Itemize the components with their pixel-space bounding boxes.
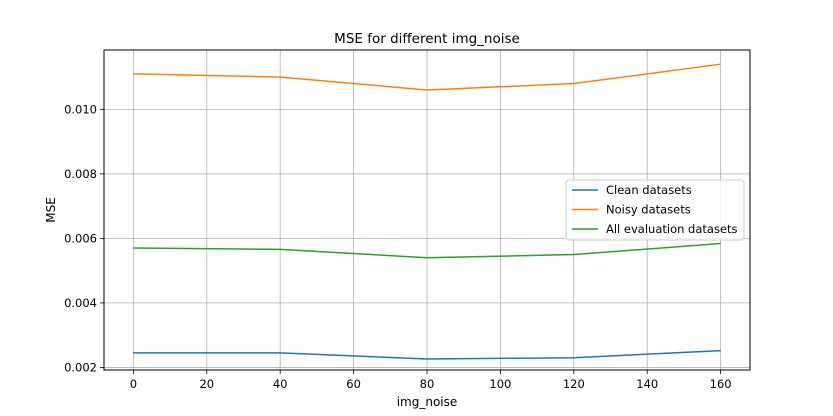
x-axis-label: img_noise [397, 395, 458, 409]
y-tick-label: 0.004 [64, 296, 97, 310]
legend-label: Clean datasets [606, 183, 692, 197]
series-line [133, 349, 721, 360]
series-line [133, 242, 721, 259]
grid-lines [104, 50, 750, 370]
x-tick-label: 140 [636, 377, 658, 391]
x-tick-label: 100 [489, 377, 511, 391]
legend-box [565, 179, 745, 241]
axis-ticks: 0 20 40 60 80 100 120 140 160 0.002 0.004 0.006 0.00… [64, 102, 732, 391]
x-tick-label: 40 [273, 377, 288, 391]
chart-title: MSE for different img_noise [334, 31, 520, 47]
x-tick-label: 60 [346, 377, 361, 391]
legend: Clean datasets Noisy datasets All evaluati… [565, 179, 745, 241]
legend-label: All evaluation datasets [606, 222, 738, 236]
x-tick-label: 160 [710, 377, 732, 391]
series-lines [133, 63, 721, 360]
legend-label: Noisy datasets [606, 203, 691, 217]
y-tick-label: 0.006 [64, 231, 97, 245]
x-tick-label: 120 [563, 377, 585, 391]
y-tick-label: 0.010 [64, 102, 97, 116]
y-tick-label: 0.008 [64, 167, 97, 181]
series-line [133, 63, 721, 91]
x-tick-label: 80 [420, 377, 435, 391]
y-axis-label: MSE [44, 197, 58, 223]
y-tick-label: 0.002 [64, 360, 97, 374]
x-tick-label: 0 [130, 377, 137, 391]
x-tick-label: 20 [199, 377, 214, 391]
